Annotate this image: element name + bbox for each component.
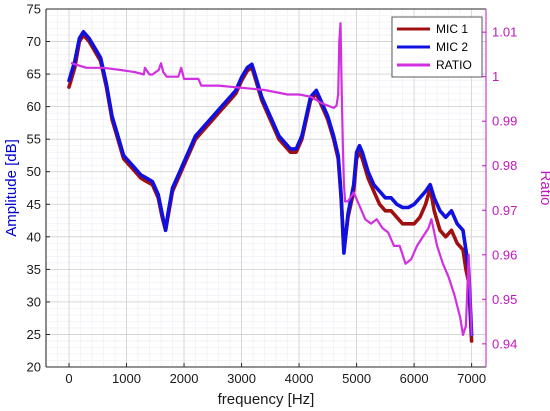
x-tick-label: 4000 — [285, 371, 314, 386]
tick-labels: 0 1000 2000 3000 4000 5000 6000 7000 20 25 30 35 40 4… — [27, 2, 518, 387]
series-line-ratio — [70, 22, 473, 336]
x-axis-label: frequency [Hz] — [218, 391, 315, 408]
y-tick-label: 30 — [27, 294, 41, 309]
y2-axis-label: Ratio — [537, 170, 550, 205]
legend: MIC 1 MIC 2 RATIO — [391, 16, 483, 78]
legend-label-mic1: MIC 1 — [436, 22, 468, 36]
legend-label-mic2: MIC 2 — [436, 40, 468, 54]
y-tick-label: 65 — [27, 67, 41, 82]
y-tick-label: 35 — [27, 262, 41, 277]
y-tick-label: 40 — [27, 229, 41, 244]
y2-tick-label: 0.97 — [492, 203, 517, 218]
series-layer — [67, 22, 474, 343]
y2-tick-label: 1.01 — [492, 25, 517, 40]
series-line-mic1 — [67, 33, 474, 343]
y2-tick-label: 1 — [492, 69, 499, 84]
y-tick-label: 25 — [27, 327, 41, 342]
y-tick-label: 45 — [27, 197, 41, 212]
x-tick-label: 2000 — [170, 371, 199, 386]
x-tick-label: 1000 — [112, 371, 141, 386]
x-tick-label: 0 — [65, 371, 72, 386]
y-axis-label: Amplitude [dB] — [3, 139, 20, 237]
y2-tick-label: 0.95 — [492, 292, 517, 307]
y2-tick-label: 0.96 — [492, 247, 517, 262]
x-tick-label: 6000 — [400, 371, 429, 386]
y2-tick-label: 0.98 — [492, 158, 517, 173]
x-tick-label: 7000 — [457, 371, 486, 386]
x-tick-label: 3000 — [227, 371, 256, 386]
y-tick-label: 70 — [27, 34, 41, 49]
legend-label-ratio: RATIO — [436, 58, 472, 72]
axes — [45, 8, 487, 368]
y-tick-label: 60 — [27, 99, 41, 114]
y2-tick-label: 0.99 — [492, 114, 517, 129]
y-tick-label: 20 — [27, 360, 41, 375]
y-tick-label: 50 — [27, 164, 41, 179]
series-line-mic2 — [67, 30, 474, 337]
x-tick-label: 5000 — [342, 371, 371, 386]
y2-tick-label: 0.94 — [492, 336, 517, 351]
y-tick-label: 75 — [27, 2, 41, 17]
y-tick-label: 55 — [27, 132, 41, 147]
